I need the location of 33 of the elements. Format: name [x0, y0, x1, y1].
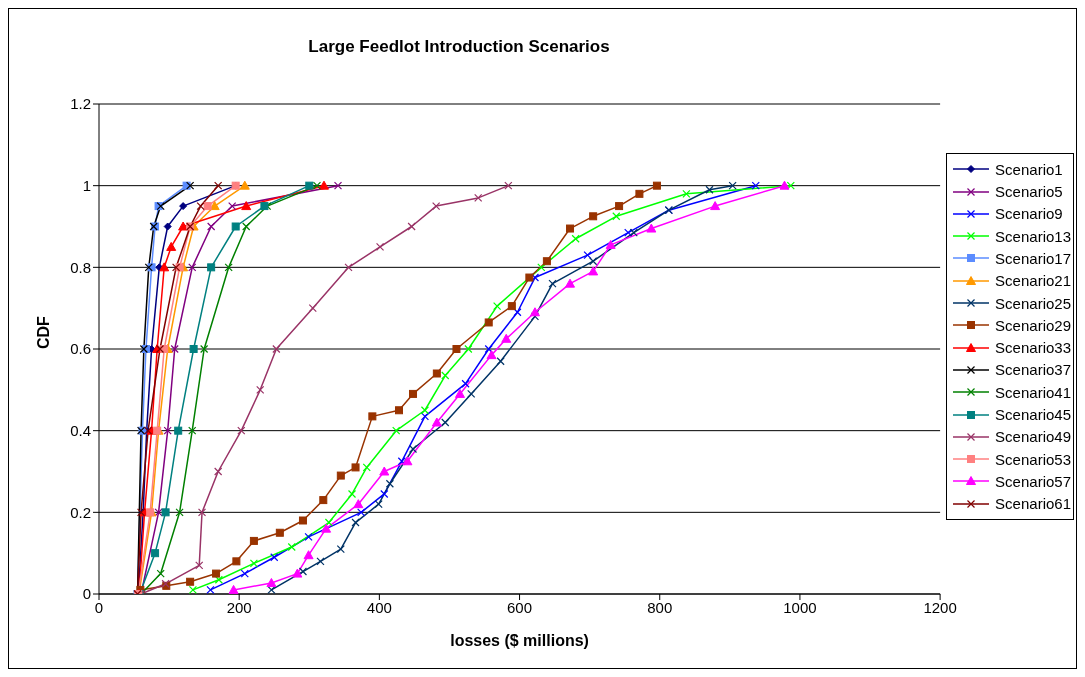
legend-label: Scenario25 — [995, 294, 1071, 312]
y-tick-label: 0.4 — [70, 421, 91, 439]
legend-label: Scenario57 — [995, 472, 1071, 490]
legend-label: Scenario17 — [995, 249, 1071, 267]
legend-label: Scenario5 — [995, 183, 1063, 201]
chart-title: Large Feedlot Introduction Scenarios — [307, 37, 611, 57]
legend-label: Scenario49 — [995, 428, 1071, 446]
x-tick-label: 200 — [226, 598, 252, 616]
legend-label: Scenario21 — [995, 272, 1071, 290]
legend-label: Scenario41 — [995, 383, 1071, 401]
x-tick-label: 0 — [94, 598, 104, 616]
legend-label: Scenario61 — [995, 495, 1071, 513]
x-tick-label: 1200 — [923, 598, 957, 616]
y-tick-label: 1.2 — [70, 95, 91, 113]
legend-label: Scenario45 — [995, 406, 1071, 424]
legend-label: Scenario53 — [995, 450, 1071, 468]
legend-label: Scenario9 — [995, 205, 1063, 223]
legend-label: Scenario13 — [995, 227, 1071, 245]
legend-label: Scenario1 — [995, 160, 1063, 178]
y-tick-label: 0 — [82, 585, 91, 603]
y-tick-label: 1 — [82, 176, 91, 194]
x-tick-label: 400 — [366, 598, 392, 616]
x-tick-label: 600 — [507, 598, 533, 616]
x-tick-label: 800 — [647, 598, 673, 616]
y-tick-label: 0.2 — [70, 503, 91, 521]
y-tick-label: 0.6 — [70, 340, 91, 358]
legend-label: Scenario33 — [995, 339, 1071, 357]
x-tick-label: 1000 — [783, 598, 817, 616]
y-tick-label: 0.8 — [70, 258, 91, 276]
legend-label: Scenario29 — [995, 316, 1071, 334]
y-axis-title: CDF — [34, 315, 52, 349]
x-axis-title: losses ($ millions) — [450, 632, 589, 649]
legend-label: Scenario37 — [995, 361, 1071, 379]
